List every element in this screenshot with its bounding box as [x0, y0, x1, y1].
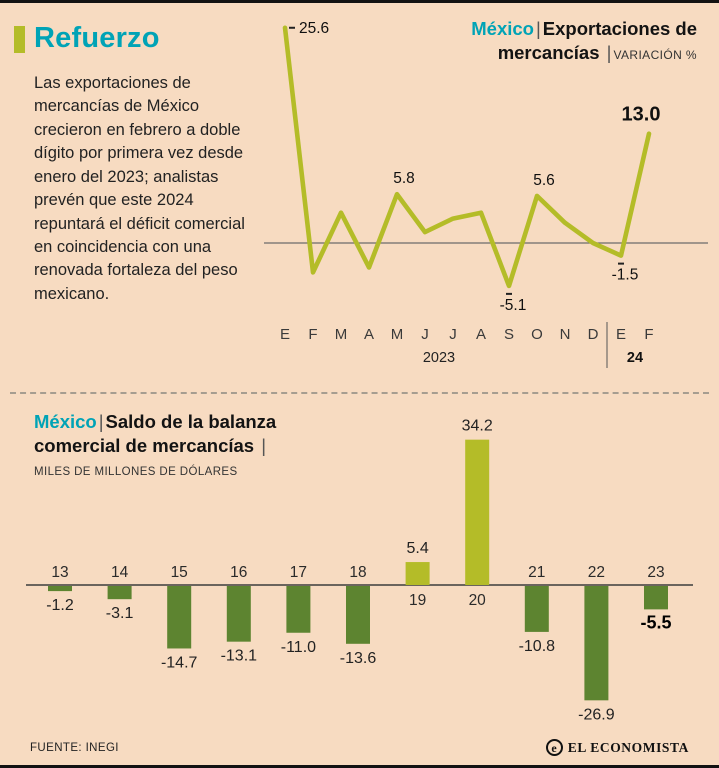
trade-balance-bar-chart: 13 -1.2 14 -3.1 15 -14.7 16 -13.1 17 -11.0 18 -13.6… — [26, 418, 693, 723]
line-series — [282, 25, 652, 295]
bar — [644, 586, 668, 610]
x-tick-label: F — [644, 326, 653, 343]
footer: FUENTE: INEGI e EL ECONOMISTA — [0, 739, 719, 756]
section-divider — [10, 392, 709, 394]
bar — [107, 586, 132, 600]
publisher-logo: e EL ECONOMISTA — [545, 739, 689, 756]
exports-line-chart: 25.65.8-5.15.6-1.513.0E F M A M J J A S O N D E F2023… — [264, 20, 708, 368]
x-tick-label: A — [476, 326, 486, 343]
top-border-rule — [0, 0, 719, 3]
bar-chart-unit: MILES DE MILLONES DE DÓLARES — [34, 465, 238, 478]
year-label-2023: 2023 — [423, 350, 455, 366]
bar — [465, 439, 490, 585]
x-tick-label: E — [616, 326, 626, 343]
publisher-logo-text: EL ECONOMISTA — [567, 739, 689, 755]
bar-chart-title-accent: México — [34, 411, 97, 432]
x-tick-label: 22 — [588, 564, 605, 581]
x-tick-label: A — [364, 326, 374, 343]
line-chart-title: México | Exportaciones de mercancías | VARI… — [435, 17, 697, 66]
title-separator: | — [261, 435, 267, 457]
x-tick-label: J — [449, 326, 457, 343]
bar-value-label: -13.6 — [340, 650, 377, 667]
bar-value-label: -10.8 — [519, 638, 556, 655]
x-tick-label: N — [560, 326, 571, 343]
x-tick-label: 13 — [51, 564, 68, 581]
bar-value-label: -13.1 — [221, 648, 258, 665]
x-tick-label: S — [504, 326, 514, 343]
point-value-label: 25.6 — [299, 20, 329, 37]
x-tick-label: 16 — [230, 564, 247, 581]
x-tick-label: 19 — [409, 592, 426, 609]
bar — [584, 586, 609, 701]
title-separator: | — [98, 411, 104, 432]
x-tick-label: E — [280, 326, 290, 343]
year-label-24: 24 — [627, 350, 643, 366]
bar — [405, 562, 430, 585]
point-value-label: -5.1 — [500, 297, 527, 314]
x-tick-label: J — [421, 326, 429, 343]
point-value-label: 13.0 — [622, 104, 661, 126]
line-chart-title-accent: México — [471, 18, 534, 39]
bar — [48, 586, 72, 592]
x-tick-label: 21 — [528, 564, 545, 581]
bar — [346, 586, 370, 644]
publisher-logo-icon: e — [545, 739, 563, 756]
line-chart-title-rest: Exportaciones de mercancías — [497, 18, 697, 64]
bar — [226, 586, 251, 642]
title-separator: | — [535, 18, 541, 39]
x-tick-label: 17 — [290, 564, 307, 581]
series-path — [282, 25, 652, 289]
bar-value-label: 34.2 — [462, 418, 493, 435]
x-tick-label: F — [308, 326, 317, 343]
bar — [524, 586, 549, 632]
bar-chart-title-rest: Saldo de la balanza comercial de mercanc… — [34, 411, 277, 457]
bar-chart-title: México | Saldo de la balanza comercial de … — [34, 410, 322, 480]
point-value-label: 5.8 — [393, 170, 415, 187]
x-tick-label: 20 — [469, 592, 487, 609]
bar — [167, 586, 192, 649]
x-tick-label: 18 — [349, 564, 366, 581]
bar-value-label: -5.5 — [640, 612, 671, 632]
x-tick-label: M — [391, 326, 404, 343]
x-tick-label: O — [531, 326, 543, 343]
bar — [286, 586, 311, 633]
point-value-label: -1.5 — [612, 267, 639, 284]
line-chart-unit: VARIACIÓN % — [613, 48, 697, 63]
point-value-label: 5.6 — [533, 172, 555, 189]
source-credit: FUENTE: INEGI — [30, 741, 119, 754]
intro-paragraph: Las exportaciones de mercancías de Méxic… — [34, 74, 245, 303]
bar-value-label: -26.9 — [578, 706, 615, 723]
x-tick-label: 14 — [111, 564, 129, 581]
bottom-border-rule — [0, 765, 719, 768]
header: Refuerzo — [14, 22, 160, 55]
bar-value-label: -1.2 — [46, 597, 74, 614]
bar-value-label: 5.4 — [406, 540, 428, 557]
x-tick-label: 15 — [171, 564, 188, 581]
page-title: Refuerzo — [34, 22, 160, 54]
title-accent-bar — [14, 26, 25, 53]
title-separator: | — [606, 42, 612, 64]
x-tick-label: 23 — [647, 564, 664, 581]
bar-value-label: -14.7 — [161, 654, 198, 671]
bar-value-label: -11.0 — [281, 639, 316, 656]
bar-value-label: -3.1 — [106, 605, 134, 622]
x-tick-label: M — [335, 326, 348, 343]
x-tick-label: D — [588, 326, 599, 343]
